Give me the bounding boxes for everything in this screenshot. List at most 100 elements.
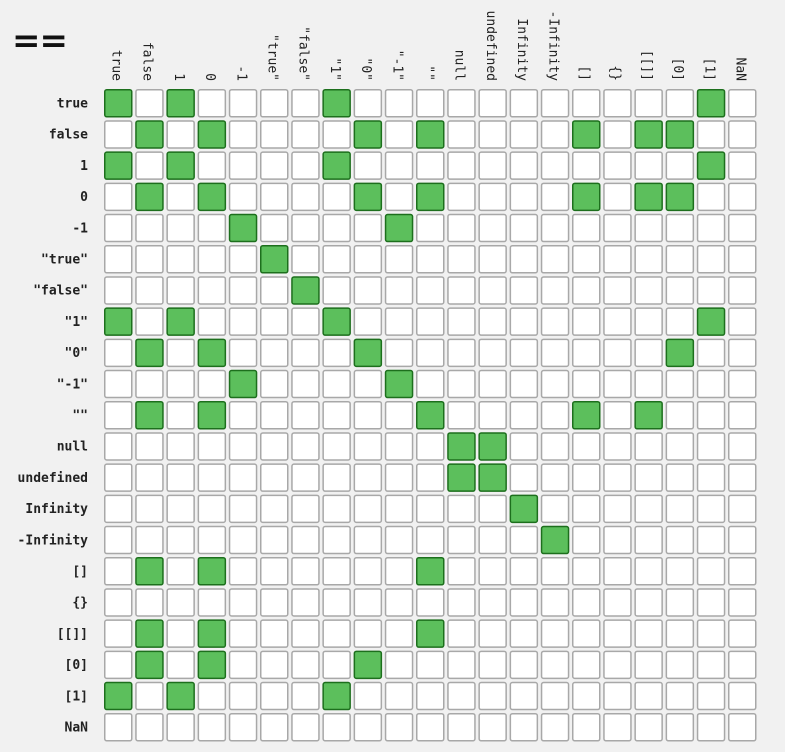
cell-not-equal [416, 432, 445, 461]
cell-not-equal [197, 713, 227, 742]
cell-not-equal [728, 432, 757, 461]
cell-not-equal [166, 713, 195, 742]
cell-not-equal [540, 89, 570, 118]
cell-not-equal [166, 120, 195, 149]
cell-not-equal [478, 245, 507, 274]
cell-not-equal [665, 494, 695, 524]
cell-equal [416, 401, 445, 430]
cell-equal [353, 650, 383, 680]
cell-not-equal [728, 557, 757, 586]
cell-not-equal [197, 525, 227, 555]
cell-not-equal [416, 89, 445, 118]
cell-not-equal [603, 338, 632, 368]
cell-not-equal [478, 338, 507, 368]
cell-not-equal [166, 650, 195, 680]
cell-not-equal [135, 432, 164, 461]
cell-not-equal [478, 276, 507, 305]
cell-equal [634, 182, 663, 212]
cell-not-equal [478, 713, 507, 742]
cell-not-equal [291, 557, 320, 586]
cell-not-equal [104, 276, 133, 305]
column-label: [0] [670, 58, 685, 81]
cell-not-equal [728, 307, 757, 336]
cell-not-equal [603, 494, 632, 524]
cell-equal [166, 307, 195, 336]
cell-not-equal [540, 557, 570, 586]
cell-not-equal [166, 245, 195, 274]
cell-not-equal [447, 525, 476, 555]
cell-not-equal [104, 650, 133, 680]
cell-not-equal [322, 401, 351, 430]
cell-not-equal [166, 276, 195, 305]
cell-not-equal [572, 619, 601, 648]
column-label: "false" [296, 26, 311, 81]
cell-not-equal [696, 120, 726, 149]
cell-not-equal [509, 182, 539, 212]
cell-not-equal [228, 588, 258, 617]
cell-equal [104, 89, 133, 118]
column-label: 1 [171, 73, 186, 81]
cell-not-equal [228, 494, 258, 524]
cell-not-equal [353, 588, 383, 617]
cell-not-equal [696, 619, 726, 648]
column-label: 0 [202, 73, 217, 81]
cell-not-equal [291, 401, 320, 430]
cell-not-equal [322, 713, 351, 742]
cell-equal [572, 182, 601, 212]
cell-equal [322, 307, 351, 336]
cell-not-equal [665, 151, 695, 180]
cell-not-equal [603, 151, 632, 180]
column-label: Infinity [514, 18, 529, 81]
cell-not-equal [260, 182, 289, 212]
cell-not-equal [634, 557, 663, 586]
cell-not-equal [634, 681, 663, 711]
column-label: "0" [358, 58, 373, 81]
cell-not-equal [166, 525, 195, 555]
cell-not-equal [353, 307, 383, 336]
cell-not-equal [260, 713, 289, 742]
cell-not-equal [478, 151, 507, 180]
cell-not-equal [260, 494, 289, 524]
row-label: NaN [65, 721, 89, 736]
cell-not-equal [696, 432, 726, 461]
cell-equal [135, 182, 164, 212]
cell-not-equal [197, 432, 227, 461]
cell-not-equal [665, 650, 695, 680]
cell-not-equal [104, 120, 133, 149]
cell-equal [665, 120, 695, 149]
cell-not-equal [572, 245, 601, 274]
cell-not-equal [696, 713, 726, 742]
cell-not-equal [728, 369, 757, 399]
cell-not-equal [728, 401, 757, 430]
cell-equal [353, 338, 383, 368]
row-label: [1] [65, 689, 88, 704]
cell-not-equal [228, 713, 258, 742]
cell-not-equal [572, 588, 601, 617]
cell-equal [353, 182, 383, 212]
column-label: [1] [701, 58, 716, 81]
cell-not-equal [572, 307, 601, 336]
cell-not-equal [603, 276, 632, 305]
cell-not-equal [665, 89, 695, 118]
cell-not-equal [540, 369, 570, 399]
cell-not-equal [665, 588, 695, 617]
cell-not-equal [728, 213, 757, 243]
cell-not-equal [416, 525, 445, 555]
cell-not-equal [447, 557, 476, 586]
cell-not-equal [696, 182, 726, 212]
cell-not-equal [228, 401, 258, 430]
cell-not-equal [509, 276, 539, 305]
cell-not-equal [447, 650, 476, 680]
cell-not-equal [696, 213, 726, 243]
cell-not-equal [135, 713, 164, 742]
cell-not-equal [291, 650, 320, 680]
cell-not-equal [416, 681, 445, 711]
cell-not-equal [447, 681, 476, 711]
cell-not-equal [228, 463, 258, 492]
cell-not-equal [447, 120, 476, 149]
column-label: "1" [327, 58, 342, 81]
cell-not-equal [135, 588, 164, 617]
cell-not-equal [228, 650, 258, 680]
cell-not-equal [416, 463, 445, 492]
cell-equal [416, 182, 445, 212]
